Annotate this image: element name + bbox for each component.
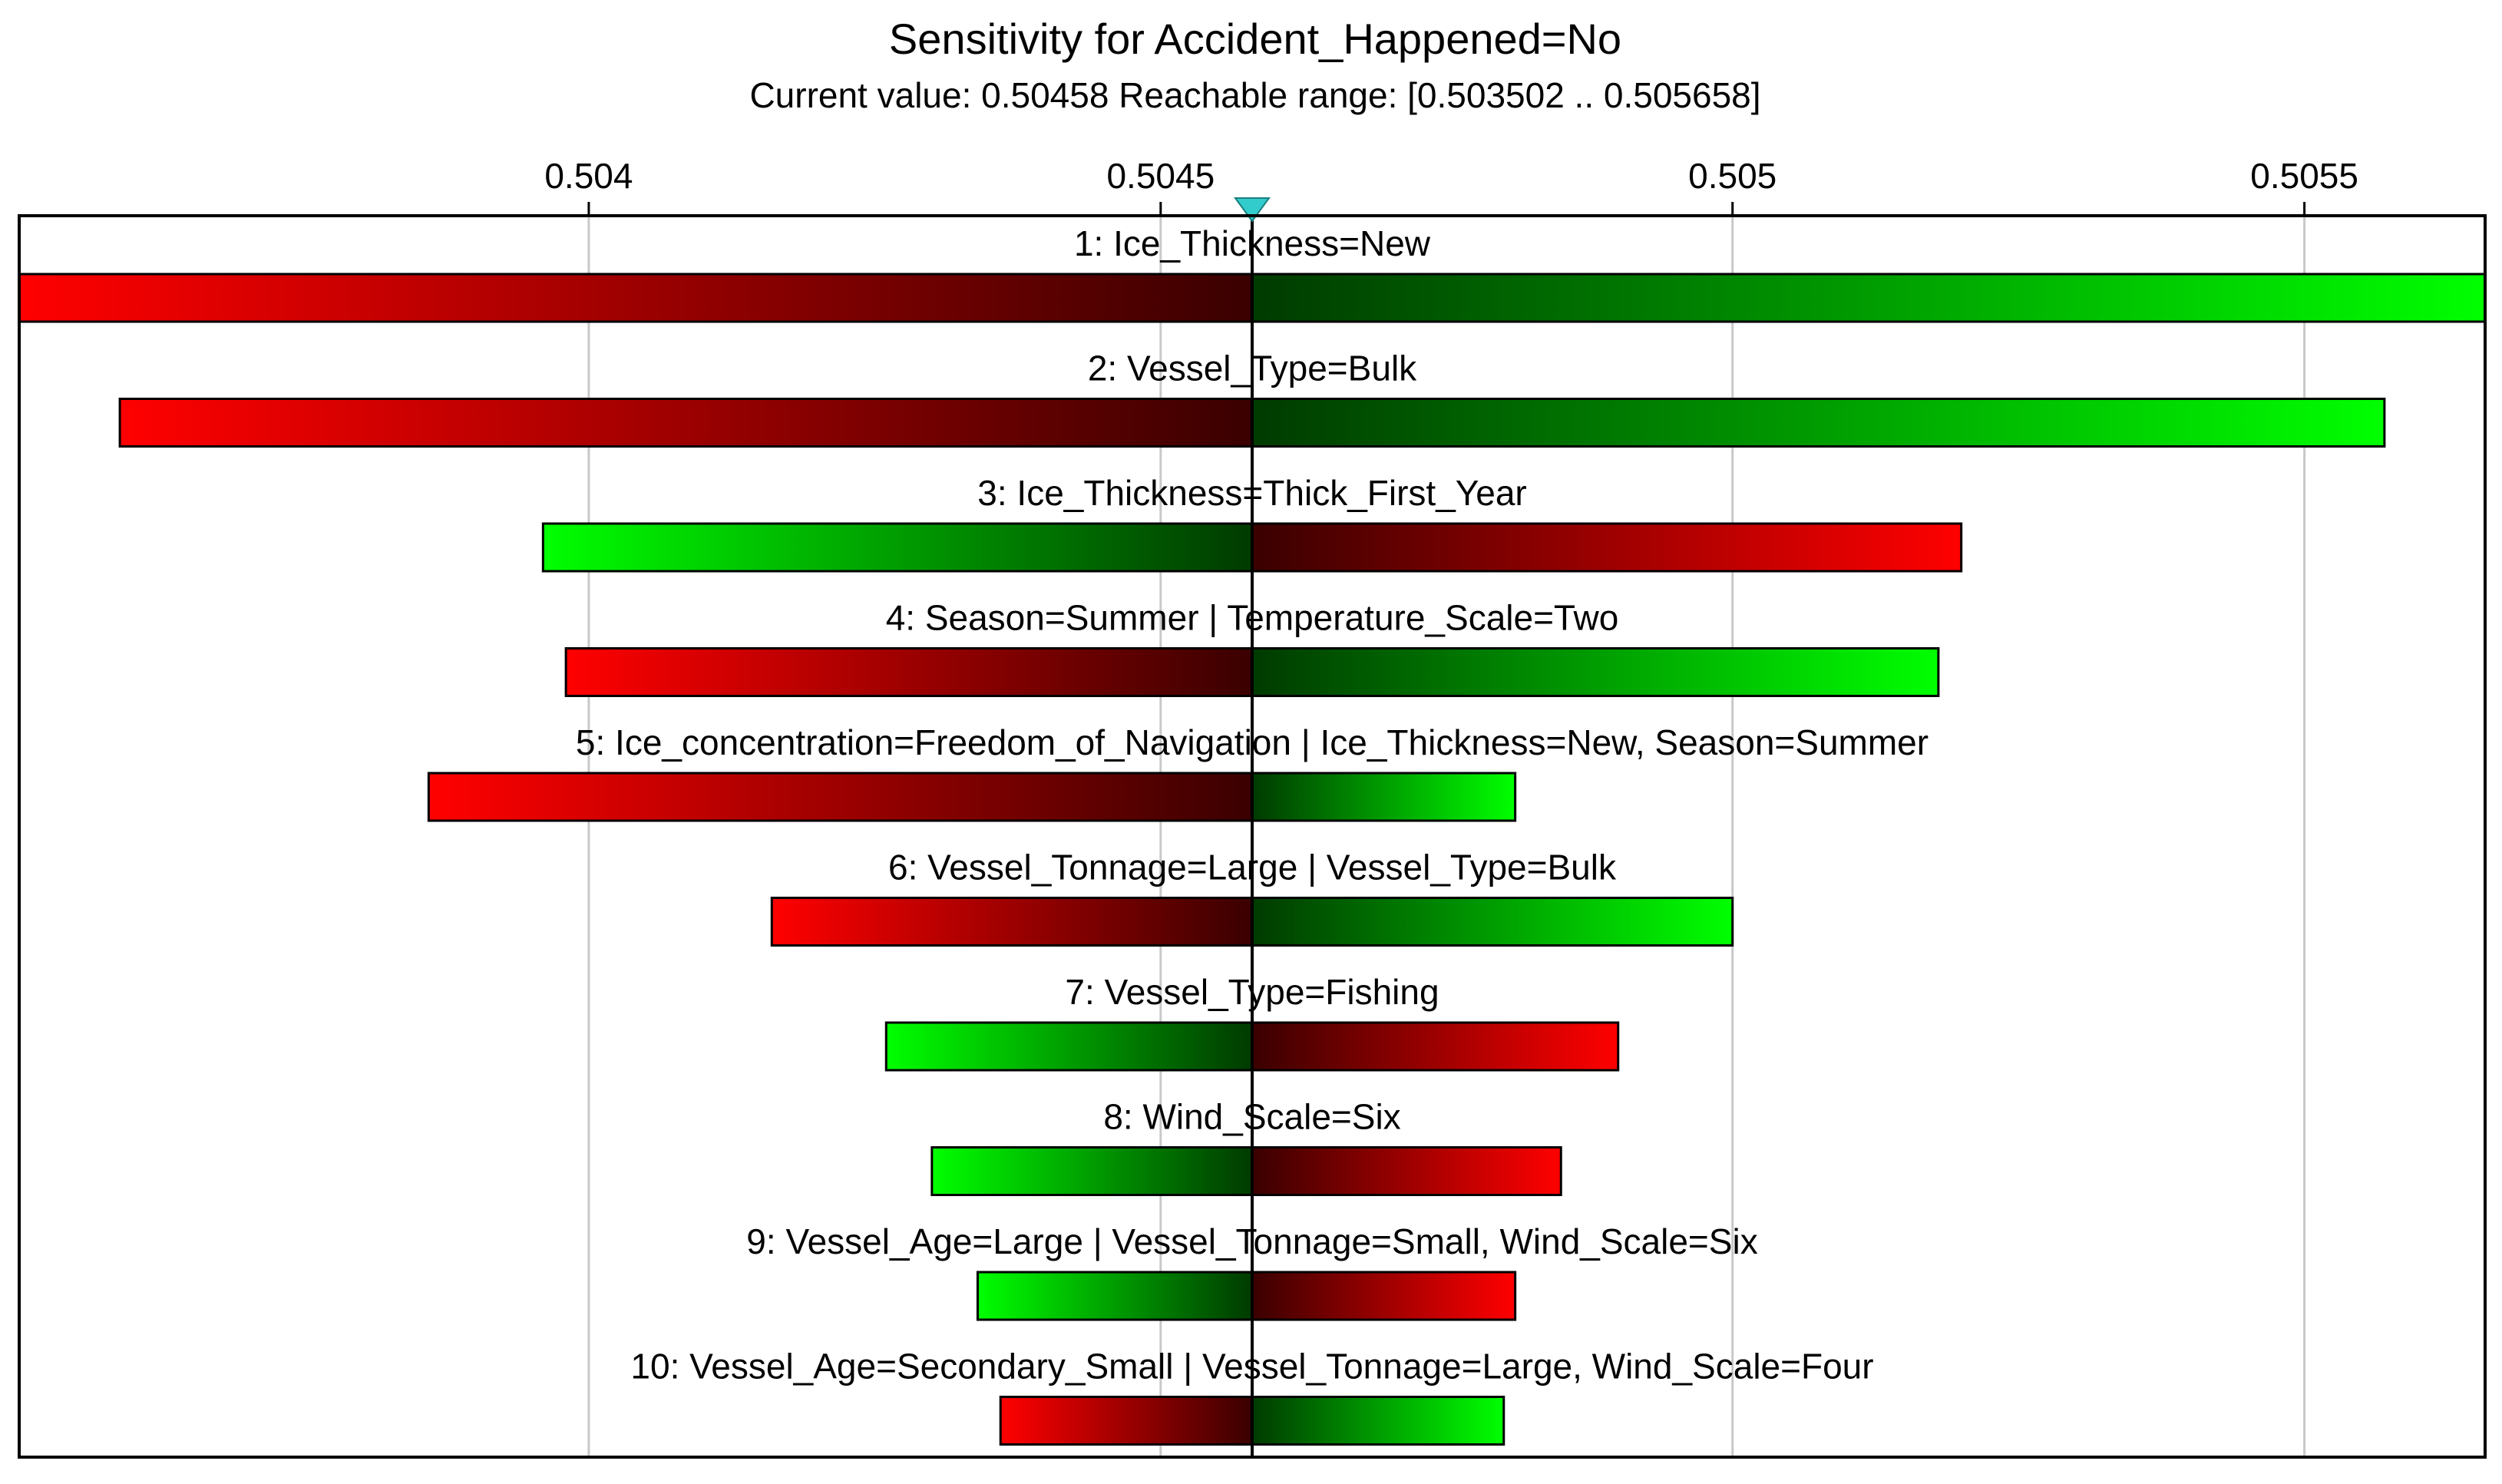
bar-low-segment — [564, 647, 1254, 697]
bar-high-segment — [1251, 398, 2386, 448]
bar-low-segment — [930, 1146, 1254, 1196]
current-value-marker-icon — [1234, 197, 1271, 223]
x-tick-label: 0.5055 — [2250, 156, 2358, 196]
x-axis-ticks: 0.504 0.5045 0.505 0.5055 — [544, 156, 2358, 216]
chart-title: Sensitivity for Accident_Happened=No — [889, 15, 1621, 63]
bar-low-segment — [427, 772, 1254, 822]
bar-series — [18, 273, 2487, 1446]
x-tick-label: 0.504 — [544, 156, 633, 196]
bar-high-segment — [1251, 897, 1734, 947]
x-tick-label: 0.505 — [1688, 156, 1777, 196]
bar-low-segment — [770, 897, 1254, 947]
bar-low-segment — [18, 273, 1254, 323]
bar-high-segment — [1251, 772, 1517, 822]
bar-high-segment — [1251, 1021, 1620, 1072]
bar-low-segment — [541, 522, 1254, 573]
x-tick-label: 0.5045 — [1106, 156, 1215, 196]
bar-low-segment — [976, 1271, 1254, 1321]
plot-frame — [18, 214, 2487, 1459]
bar-high-segment — [1251, 273, 2487, 323]
bar-high-segment — [1251, 1146, 1562, 1196]
bar-low-segment — [118, 398, 1254, 448]
bar-high-segment — [1251, 1396, 1505, 1446]
bar-low-segment — [999, 1396, 1254, 1446]
bar-low-segment — [884, 1021, 1254, 1072]
chart-subtitle: Current value: 0.50458 Reachable range: … — [749, 75, 1760, 115]
bar-high-segment — [1251, 647, 1940, 697]
bar-high-segment — [1251, 522, 1963, 573]
bar-high-segment — [1251, 1271, 1517, 1321]
